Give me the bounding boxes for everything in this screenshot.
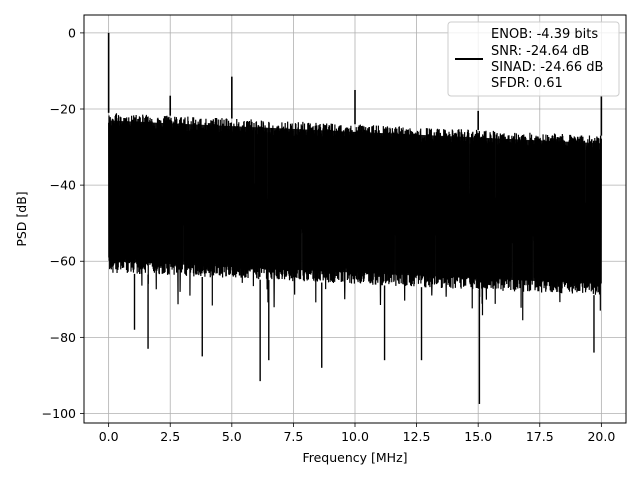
y-tick-label: −40	[50, 178, 76, 193]
x-tick-label: 7.5	[283, 429, 303, 444]
y-tick-label: 0	[68, 25, 76, 40]
psd-band-fill	[108, 120, 602, 285]
legend-entry-sfdr: SFDR: 0.61	[491, 76, 563, 91]
x-axis-label: Frequency [MHz]	[302, 450, 407, 465]
x-tick-label: 2.5	[160, 429, 180, 444]
plot-area	[107, 32, 603, 404]
y-tick-label: −20	[50, 102, 76, 117]
legend-entry-enob: ENOB: -4.39 bits	[491, 27, 598, 42]
x-tick-label: 10.0	[341, 429, 369, 444]
x-tick-label: 5.0	[222, 429, 242, 444]
x-tick-label: 15.0	[464, 429, 492, 444]
y-tick-label: −80	[50, 330, 76, 345]
y-axis-label: PSD [dB]	[14, 191, 29, 246]
y-axis-ticks: 0 −20 −40 −60 −80 −100	[42, 25, 84, 421]
x-tick-label: 17.5	[526, 429, 554, 444]
legend-entry-sinad: SINAD: -24.66 dB	[491, 60, 603, 75]
y-tick-label: −100	[42, 406, 76, 421]
x-tick-label: 0.0	[99, 429, 119, 444]
legend-box	[447, 21, 620, 97]
y-tick-label: −60	[50, 254, 76, 269]
x-axis-ticks: 0.0 2.5 5.0 7.5 10.0 12.5 15.0 17.5 20.0	[99, 423, 615, 444]
legend-entry-snr: SNR: -24.64 dB	[491, 44, 589, 59]
legend: ENOB: -4.39 bits SNR: -24.64 dB SINAD: -…	[447, 21, 620, 97]
x-tick-label: 20.0	[587, 429, 615, 444]
x-tick-label: 12.5	[403, 429, 431, 444]
